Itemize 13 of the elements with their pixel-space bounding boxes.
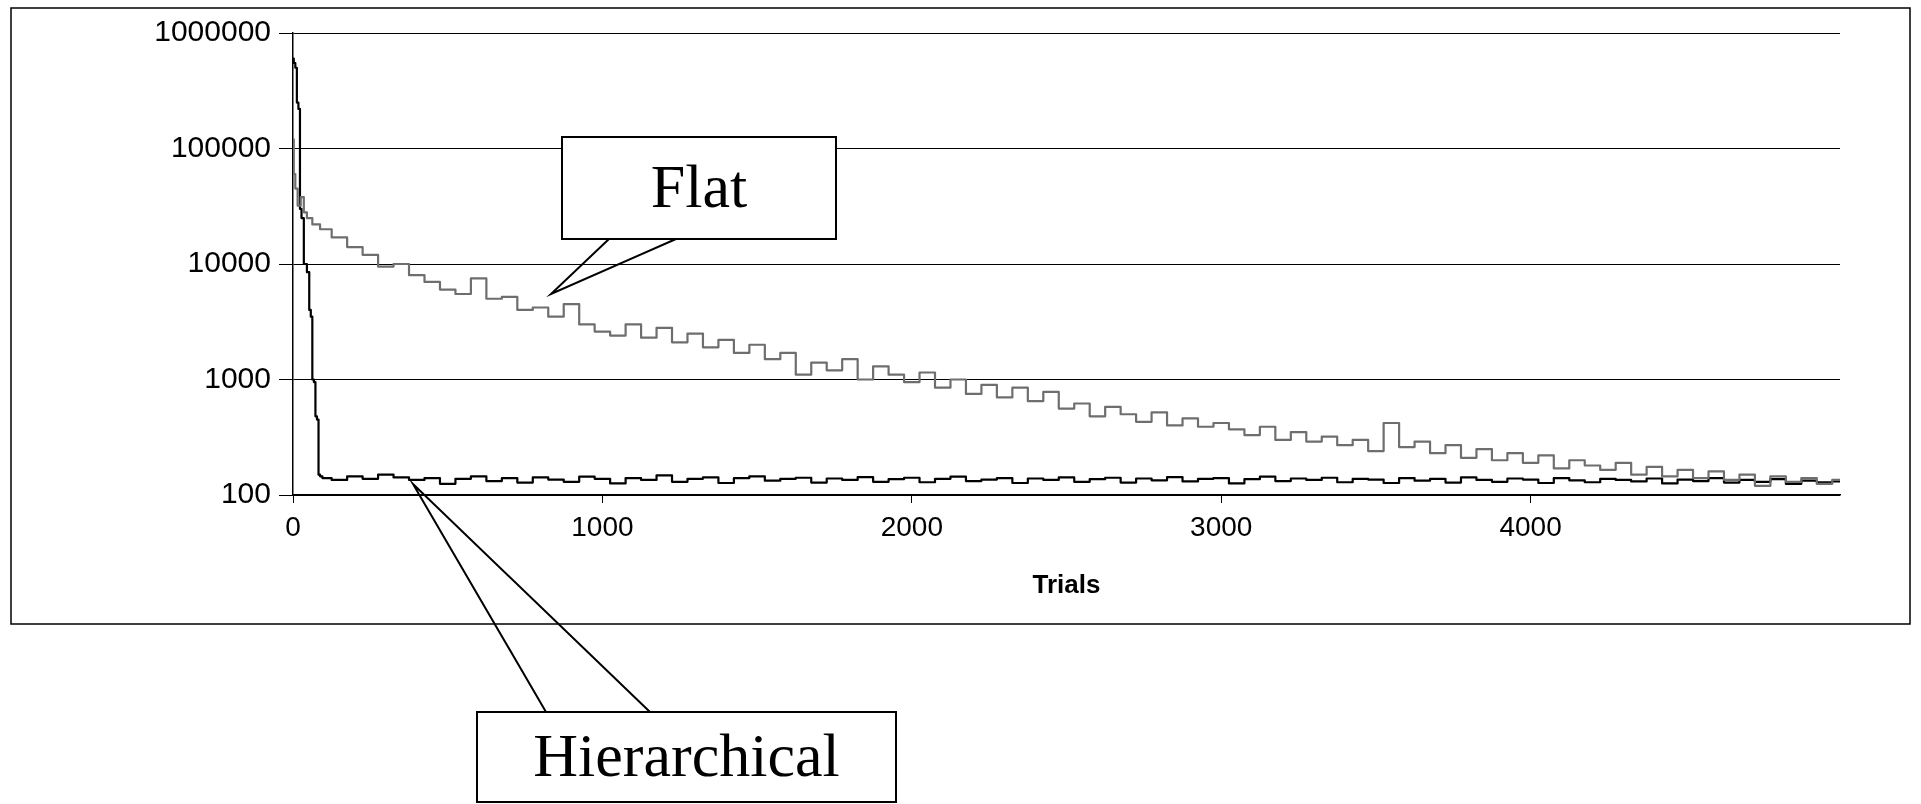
x-tick-label: 4000 xyxy=(1499,510,1562,542)
x-tick-label: 1000 xyxy=(571,510,634,542)
y-tick-label: 10000 xyxy=(187,245,271,279)
y-tick-label: 1000 xyxy=(204,360,271,394)
x-tick-label: 2000 xyxy=(880,510,943,542)
x-tick-label: 0 xyxy=(285,510,301,542)
y-tick-label: 100000 xyxy=(170,129,271,163)
y-tick-label: 100 xyxy=(220,476,271,510)
annotation: Flat xyxy=(650,152,748,221)
x-tick-label: 3000 xyxy=(1190,510,1253,542)
y-tick-label: 1000000 xyxy=(154,14,271,48)
text: Hierarchical xyxy=(533,721,840,790)
x-axis-title: Trials xyxy=(1032,568,1101,599)
